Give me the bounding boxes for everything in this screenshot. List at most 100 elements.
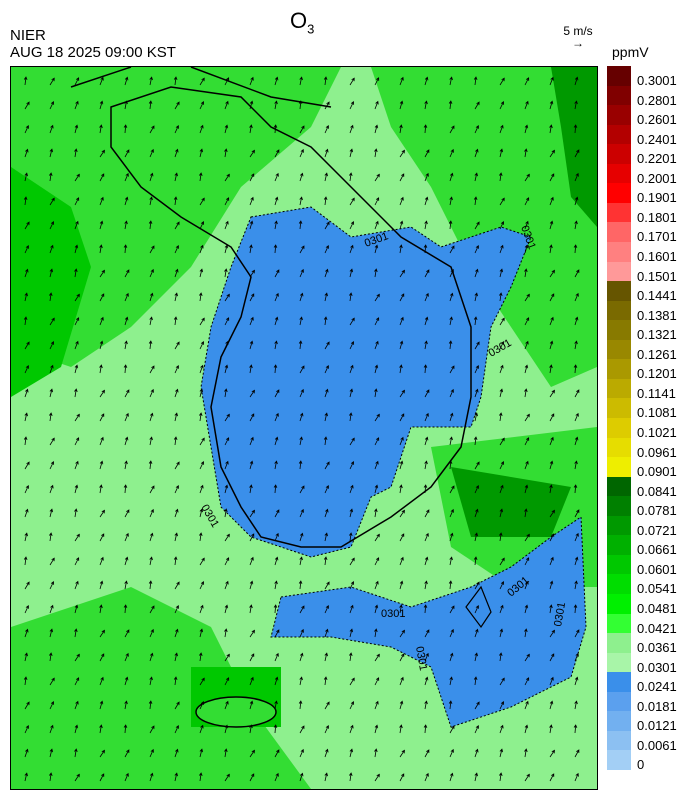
wind-arrow-icon <box>399 700 404 710</box>
legend-label: 0.2601 <box>637 112 677 128</box>
wind-arrow-icon <box>448 460 453 470</box>
wind-arrow-icon <box>249 484 253 494</box>
wind-arrow-icon <box>524 700 529 710</box>
legend-label: 0.3001 <box>637 73 677 88</box>
wind-arrow-icon <box>224 317 230 326</box>
wind-arrow-icon <box>173 556 178 566</box>
wind-arrow-icon <box>99 604 103 614</box>
wind-arrow-icon <box>423 484 428 494</box>
wind-arrow-icon <box>224 677 230 686</box>
wind-arrow-icon <box>374 604 379 614</box>
wind-arrow-icon <box>24 701 30 710</box>
wind-arrow-icon <box>299 172 304 182</box>
wind-arrow-icon <box>249 244 253 254</box>
legend-label: 0.1801 <box>637 209 677 225</box>
wind-arrow-icon <box>274 700 278 710</box>
wind-arrow-icon <box>99 196 104 206</box>
wind-arrow-icon <box>274 676 279 686</box>
wind-arrow-icon <box>323 76 328 86</box>
wind-reference: 5 m/s → <box>558 24 598 50</box>
wind-arrow-icon <box>74 388 78 398</box>
wind-arrow-icon <box>199 341 205 350</box>
wind-arrow-icon <box>74 748 78 758</box>
wind-arrow-icon <box>224 508 228 518</box>
wind-arrow-icon <box>149 316 153 326</box>
wind-arrow-icon <box>424 196 429 206</box>
wind-arrow-icon <box>99 580 104 590</box>
wind-arrow-icon <box>549 484 553 494</box>
legend-label: 0.1501 <box>637 268 677 284</box>
wind-arrow-icon <box>349 701 355 710</box>
legend-swatch <box>607 261 631 282</box>
wind-arrow-icon <box>349 581 355 590</box>
wind-arrow-icon <box>274 436 279 446</box>
wind-arrow-icon <box>549 316 554 326</box>
wind-arrow-icon <box>174 244 179 254</box>
wind-arrow-icon <box>24 628 29 638</box>
wind-arrow-icon <box>399 173 405 182</box>
wind-arrow-icon <box>74 173 80 182</box>
wind-arrow-icon <box>374 388 378 398</box>
wind-reference-arrow-icon: → <box>572 36 584 50</box>
wind-arrow-icon <box>449 388 454 398</box>
legend-label: 0.0841 <box>637 483 677 499</box>
wind-arrow-icon <box>424 772 429 782</box>
wind-arrow-icon <box>299 125 305 134</box>
wind-arrow-icon <box>149 748 154 758</box>
wind-arrow-icon <box>574 580 578 590</box>
wind-arrow-icon <box>199 197 205 206</box>
wind-arrow-icon <box>499 437 505 446</box>
wind-arrow-icon <box>324 532 328 542</box>
wind-arrow-icon <box>524 124 529 134</box>
wind-arrow-icon <box>399 76 404 86</box>
legend-swatch <box>607 730 631 751</box>
wind-arrow-icon <box>424 629 430 638</box>
wind-arrow-icon <box>174 701 180 710</box>
legend-swatch <box>607 242 631 263</box>
wind-arrow-icon <box>224 77 230 86</box>
wind-arrow-icon <box>299 628 304 638</box>
wind-arrow-icon <box>49 221 55 230</box>
wind-arrow-icon <box>199 677 205 686</box>
wind-arrow-icon <box>524 244 529 254</box>
wind-arrow-icon <box>249 413 255 422</box>
wind-arrow-icon <box>324 748 329 758</box>
wind-arrow-icon <box>549 629 555 638</box>
wind-arrow-icon <box>174 124 179 134</box>
wind-arrow-icon <box>524 557 530 566</box>
wind-arrow-icon <box>423 604 428 614</box>
wind-arrow-icon <box>124 749 130 758</box>
wind-arrow-icon <box>474 388 479 398</box>
wind-arrow-icon <box>274 556 279 566</box>
wind-arrow-icon <box>574 676 579 686</box>
wind-arrow-icon <box>49 244 54 254</box>
wind-arrow-icon <box>149 605 155 614</box>
wind-arrow-icon <box>424 76 429 86</box>
wind-arrow-icon <box>74 604 79 614</box>
wind-arrow-icon <box>74 437 80 446</box>
wind-arrow-icon <box>174 148 179 158</box>
wind-arrow-icon <box>249 340 254 350</box>
wind-arrow-icon <box>124 556 129 566</box>
wind-arrow-icon <box>424 509 430 518</box>
wind-arrow-icon <box>299 532 304 542</box>
wind-arrow-icon <box>324 172 328 182</box>
wind-arrow-icon <box>224 413 230 422</box>
wind-arrow-icon <box>549 413 555 422</box>
wind-arrow-icon <box>199 388 204 398</box>
wind-arrow-icon <box>573 244 578 254</box>
legend-label: 0.2801 <box>637 92 677 108</box>
wind-arrow-icon <box>124 532 129 542</box>
contour-label-south: 0301 <box>381 608 405 620</box>
wind-arrow-icon <box>124 460 128 470</box>
wind-arrow-icon <box>574 749 580 758</box>
wind-arrow-icon <box>24 268 29 278</box>
wind-arrow-icon <box>449 652 454 662</box>
wind-arrow-icon <box>324 604 329 614</box>
wind-arrow-icon <box>349 268 354 278</box>
wind-arrow-icon <box>124 509 130 518</box>
wind-arrow-icon <box>324 508 329 518</box>
wind-arrow-icon <box>424 460 428 470</box>
wind-arrow-icon <box>549 220 554 230</box>
wind-arrow-icon <box>374 100 379 110</box>
